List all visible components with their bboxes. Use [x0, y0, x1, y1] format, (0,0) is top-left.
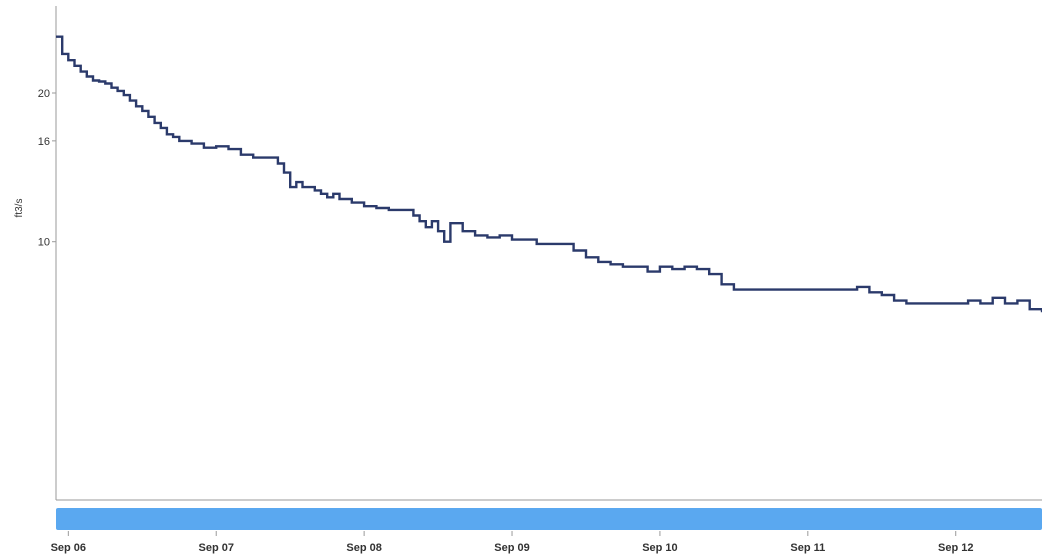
x-tick-label: Sep 12 — [938, 542, 973, 554]
axes — [55, 6, 1042, 501]
y-axis-label: ft3/s — [14, 199, 25, 218]
time-range-scrollbar[interactable] — [56, 508, 1042, 530]
y-ticks: 10 16 20 — [38, 88, 56, 249]
x-tick-label: Sep 06 — [51, 542, 86, 554]
x-tick-label: Sep 10 — [642, 542, 677, 554]
x-tick-label: Sep 09 — [494, 542, 529, 554]
y-tick-label: 20 — [38, 88, 50, 100]
x-tick-label: Sep 07 — [198, 542, 233, 554]
y-tick-label: 16 — [38, 136, 50, 148]
x-ticks: Sep 06 Sep 07 Sep 08 Sep 09 Sep 10 Sep 11 Sep … — [51, 531, 973, 554]
x-tick-label: Sep 11 — [790, 542, 825, 554]
y-tick-label: 10 — [38, 237, 50, 249]
series-group — [56, 35, 1042, 313]
series-line-0 — [56, 35, 1042, 313]
x-tick-label: Sep 08 — [346, 542, 381, 554]
